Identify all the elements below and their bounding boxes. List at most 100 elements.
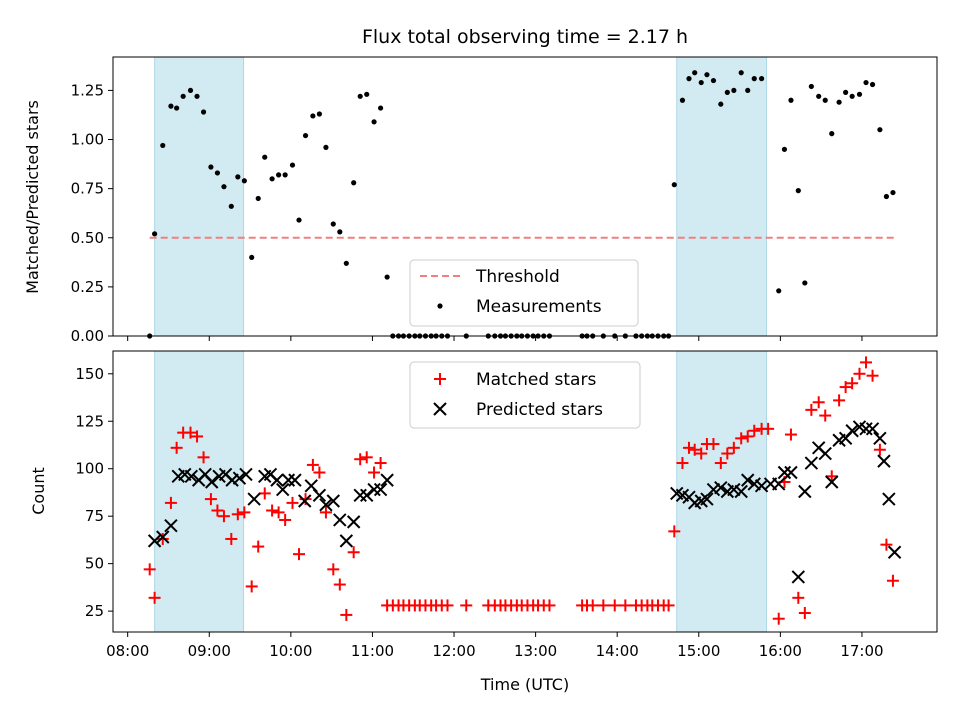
predicted-stars-point: [859, 422, 873, 436]
matched-stars-point: [258, 487, 271, 500]
top-y-tick-label: 0.00: [71, 327, 104, 345]
top-legend: Threshold Measurements: [409, 259, 639, 327]
bottom-legend: Matched stars Predicted stars: [409, 361, 641, 429]
predicted-stars-point: [346, 515, 361, 529]
predicted-stars-point: [312, 488, 327, 503]
measurements-point: [686, 76, 692, 82]
measurements-point: [692, 70, 698, 76]
measurements-point: [323, 144, 329, 150]
predicted-stars-point: [714, 480, 728, 495]
predicted-stars-point: [275, 482, 290, 497]
matched-stars-point: [272, 506, 285, 519]
predicted-stars-point: [339, 534, 354, 548]
top-y-tick-label: 0.50: [71, 229, 104, 247]
matched-stars-point: [772, 612, 785, 625]
matched-stars-point: [682, 441, 695, 454]
measurements-point: [795, 188, 801, 194]
x-tick-label: 14:00: [596, 642, 639, 660]
predicted-stars-point: [873, 431, 887, 446]
matched-stars-point: [211, 504, 224, 517]
matched-stars-point: [668, 525, 681, 538]
matched-stars-point: [197, 451, 210, 464]
measurements-point: [671, 182, 677, 188]
matched-stars-point: [853, 367, 866, 380]
measurements-point: [738, 70, 744, 76]
predicted-stars-point: [239, 467, 253, 482]
count-panel: Count Time (UTC) 25 50 75 100 125 150 08:00 09:…: [29, 350, 938, 694]
matched-stars-point: [340, 608, 353, 621]
predicted-stars-point: [791, 570, 806, 584]
measurements-legend-label: Measurements: [476, 297, 602, 317]
matched-stars-point: [252, 540, 265, 553]
matched-stars-point: [170, 441, 183, 454]
predicted-stars-point: [373, 482, 388, 497]
matched-stars-point: [164, 496, 177, 509]
x-tick-label: 09:00: [188, 642, 231, 660]
bottom-y-tick-label: 150: [75, 365, 104, 383]
measurements-point: [877, 127, 883, 133]
matched-stars-point: [156, 532, 169, 545]
matched-stars-point: [143, 563, 156, 576]
measurements-point: [364, 91, 370, 97]
matched-stars-point: [805, 403, 818, 416]
measurements-point: [180, 93, 186, 99]
matched-stars-point: [333, 578, 346, 591]
matched-stars-point: [286, 496, 299, 509]
measurements-point: [869, 81, 876, 88]
predicted-stars-point: [319, 498, 333, 512]
measurements-point: [802, 280, 808, 286]
matched-stars-point: [662, 599, 675, 612]
measurements-point: [357, 93, 363, 99]
measurements-point: [788, 97, 794, 103]
top-y-tick-label: 1.25: [71, 81, 104, 99]
predicted-stars-point: [882, 492, 896, 506]
predicted-stars-point: [887, 545, 902, 559]
bottom-legend-box: [409, 361, 641, 429]
matched-stars-point: [313, 466, 326, 479]
bottom-y-tick-label: 100: [75, 460, 104, 478]
bottom-y-tick-label: 25: [85, 602, 104, 620]
measurements-point: [228, 203, 234, 209]
measurements-point: [255, 195, 261, 202]
predicted-stars-point: [845, 424, 859, 438]
matched-stars-point: [184, 426, 197, 439]
predicted-stars-point: [298, 494, 312, 508]
predicted-stars-point: [247, 492, 261, 506]
measurements-point: [262, 154, 268, 160]
predicted-stars-point: [353, 488, 367, 503]
predicted-stars-point: [734, 484, 748, 499]
x-tick-label: 12:00: [432, 642, 475, 660]
predicted-stars-point: [156, 530, 170, 544]
matched-stars-point: [319, 506, 332, 519]
matched-stars-point: [798, 607, 811, 620]
predicted-stars-point: [333, 513, 347, 527]
measurements-point: [704, 72, 710, 78]
chart-title: Flux total observing time = 2.17 h: [362, 26, 688, 48]
matched-stars-point: [860, 356, 873, 369]
top-plot-frame: [112, 56, 938, 337]
matched-stars-point: [833, 394, 846, 407]
measurements-point: [194, 93, 200, 99]
matched-stars-point: [688, 443, 701, 456]
x-tick-label: 10:00: [269, 642, 312, 660]
matched-stars-point: [608, 599, 621, 612]
measurements-point: [384, 274, 390, 280]
matched-stars-point: [792, 591, 805, 604]
predicted-legend-label: Predicted stars: [476, 400, 603, 420]
matched-legend-swatch: [434, 373, 446, 385]
matched-stars-point: [225, 532, 238, 545]
matched-stars-point: [354, 453, 367, 466]
matched-stars-point: [191, 430, 204, 443]
matched-stars-point: [441, 599, 454, 612]
measurements-point: [776, 288, 782, 294]
matched-stars-point: [279, 513, 292, 526]
predicted-stars-point: [367, 482, 381, 497]
predicted-stars-point: [784, 465, 798, 480]
predicted-stars-point: [270, 473, 284, 487]
matched-stars-point: [676, 457, 689, 470]
predicted-stars-point: [825, 475, 839, 489]
measurements-point: [152, 231, 158, 237]
measurements-point: [843, 89, 849, 95]
measurements-point: [316, 111, 323, 117]
matched-stars-point: [784, 428, 797, 441]
